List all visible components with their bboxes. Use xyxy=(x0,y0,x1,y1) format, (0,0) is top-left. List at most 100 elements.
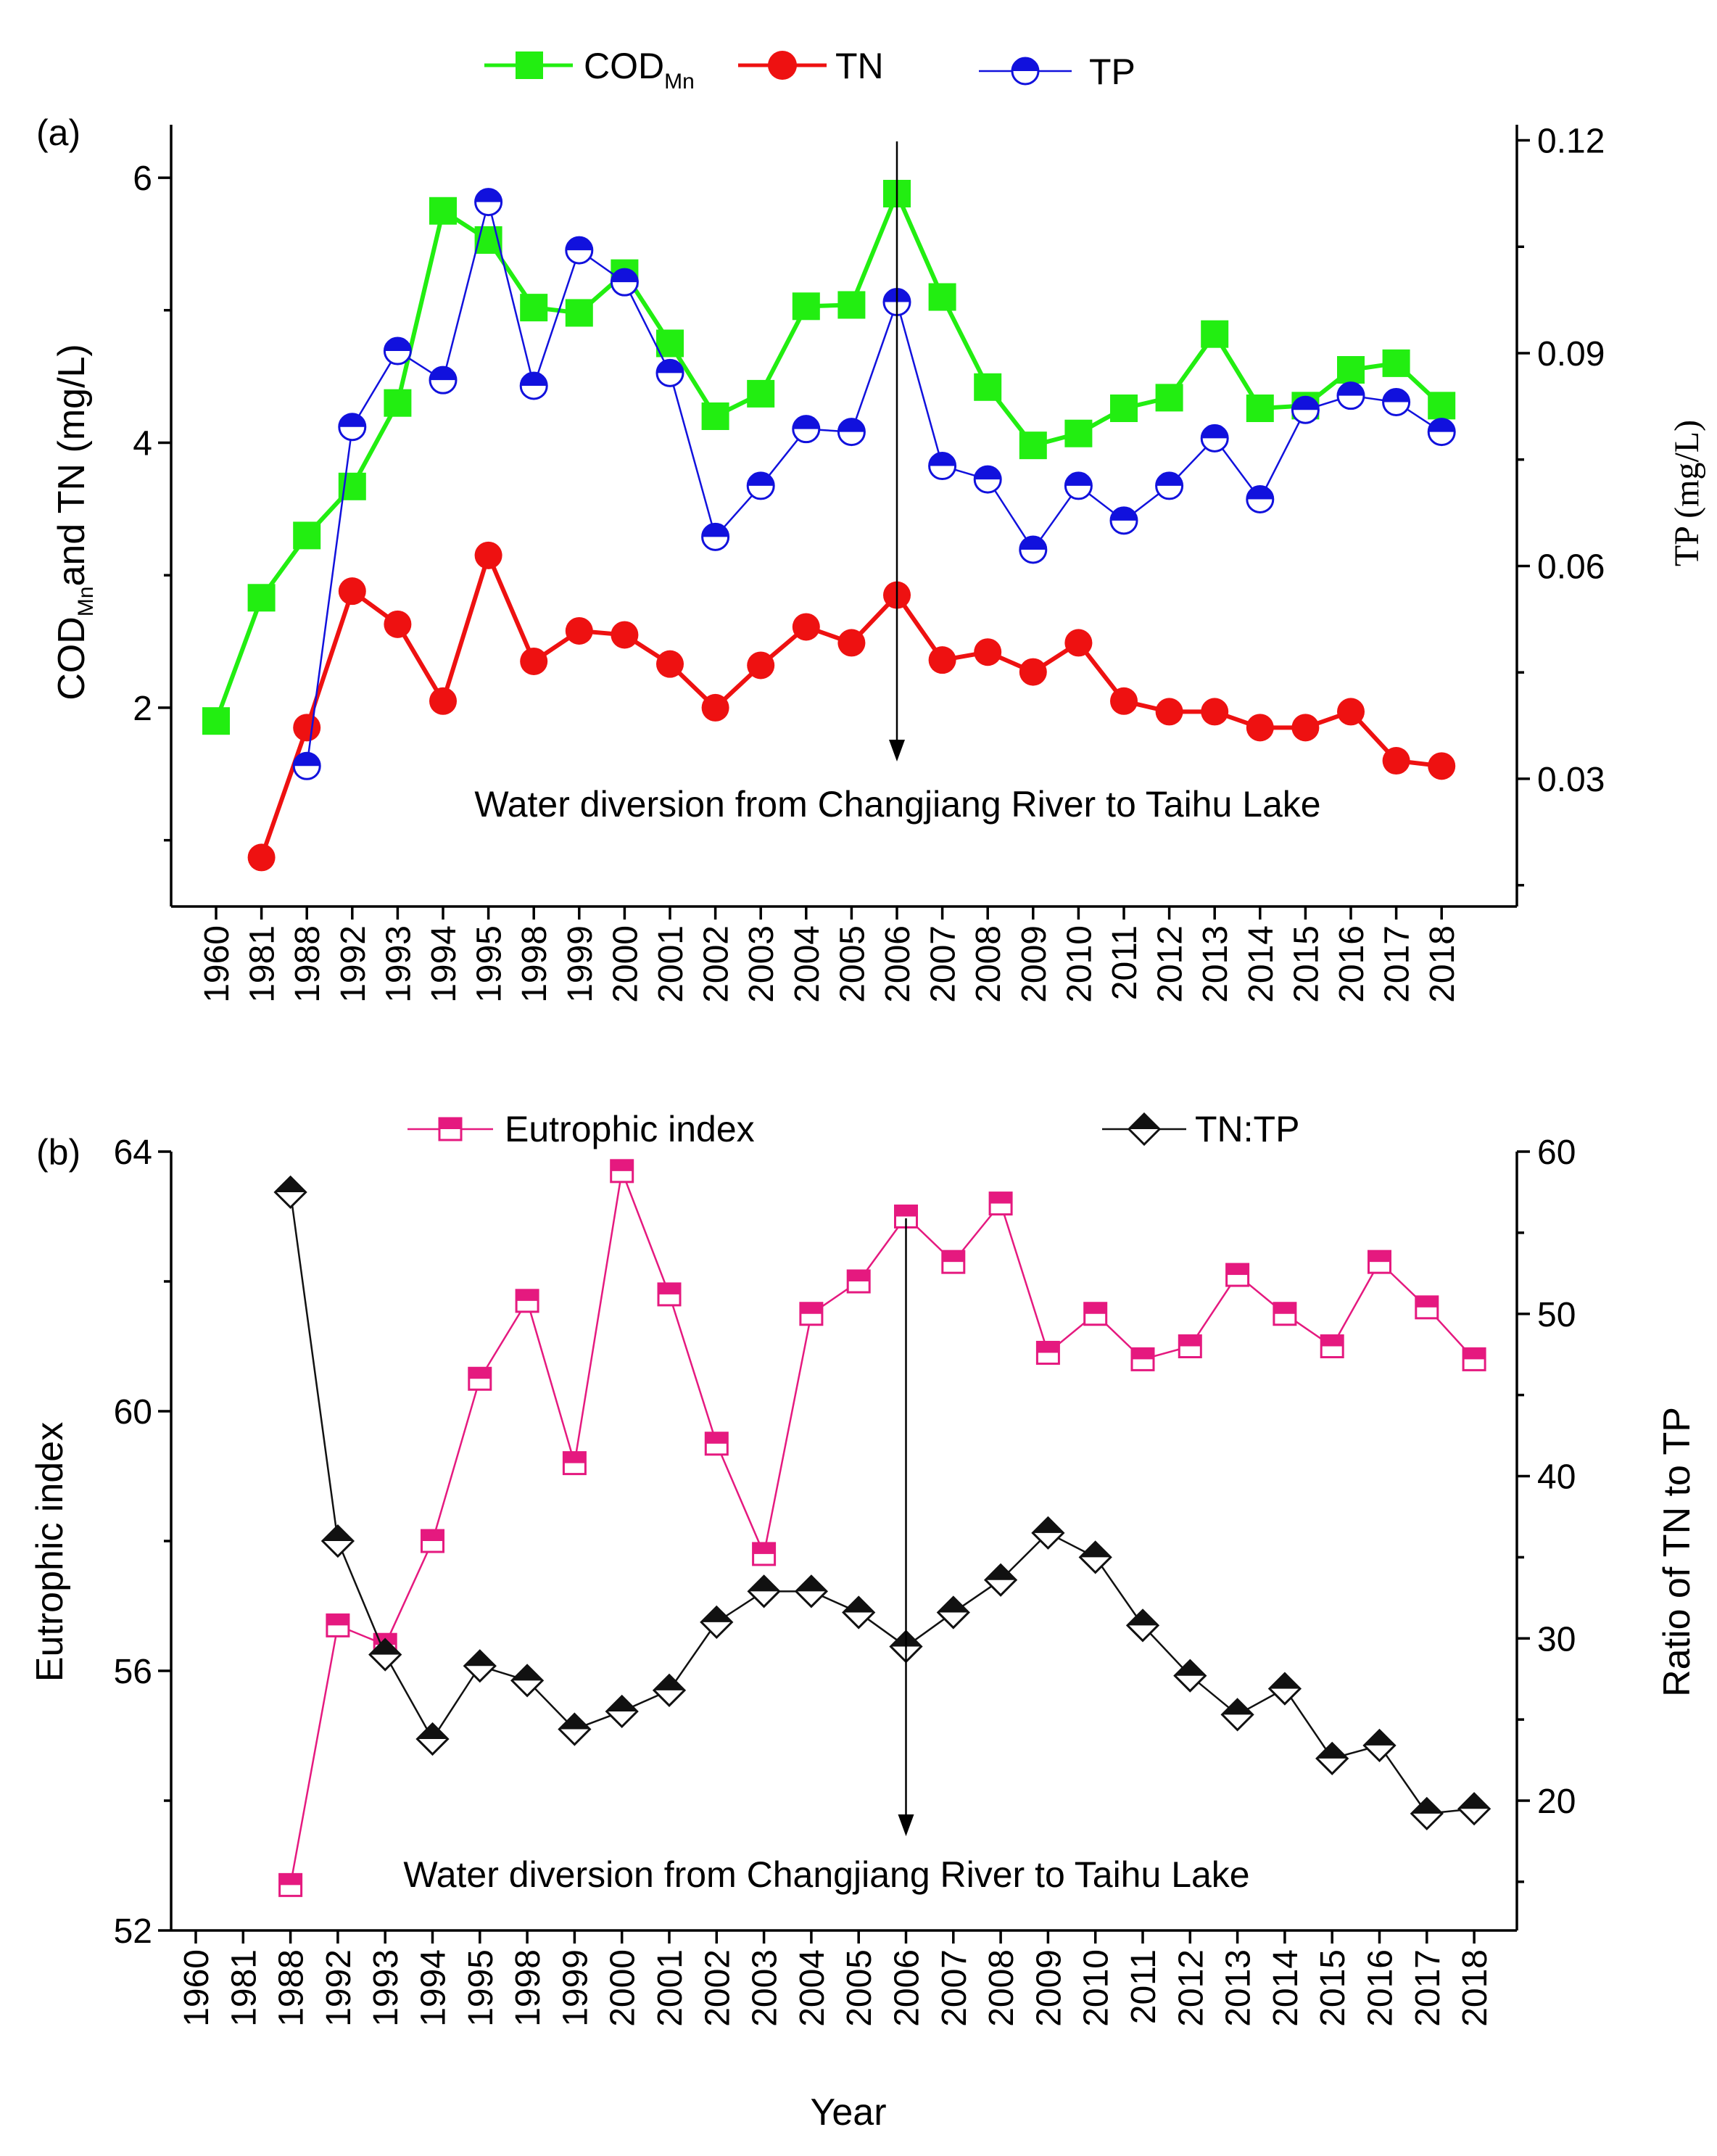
point-tn-tp-1998 xyxy=(510,1664,545,1698)
x-tick-label-2007: 2007 xyxy=(935,1949,974,2027)
point-tn-2018 xyxy=(1428,752,1456,780)
right-tick-label-1: 30 xyxy=(1537,1620,1576,1659)
point-eutrophic-index-1994 xyxy=(421,1529,444,1553)
point-eutrophic-index-1988 xyxy=(278,1872,303,1897)
left-tick-label-3: 64 xyxy=(114,1133,152,1172)
right-tick-label-0: 20 xyxy=(1537,1783,1576,1821)
x-tick-label-2006: 2006 xyxy=(888,1949,927,2027)
legend-tn-marker xyxy=(768,51,797,80)
point-tn-2003 xyxy=(747,651,775,680)
point-tn-2016 xyxy=(1337,698,1365,726)
point-codmn-2009 xyxy=(1019,431,1047,460)
point-eutrophic-index-1992 xyxy=(326,1613,350,1637)
point-codmn-2003 xyxy=(747,379,775,408)
x-tick-label-2005: 2005 xyxy=(840,1949,879,2027)
point-codmn-2008 xyxy=(974,373,1002,401)
point-tn-tp-1999 xyxy=(558,1712,592,1746)
panel-b-legend: Eutrophic index TN:TP xyxy=(407,1109,1299,1149)
point-tp-2014 xyxy=(1246,485,1275,514)
point-eutrophic-index-2003 xyxy=(752,1542,777,1566)
point-tp-2010 xyxy=(1064,471,1093,500)
left-tick-label-0: 2 xyxy=(133,690,152,728)
series-tp xyxy=(292,188,1456,780)
panel-b-annotation-arrowhead xyxy=(898,1814,914,1836)
point-tp-1994 xyxy=(429,365,458,395)
point-tn-1994 xyxy=(429,687,457,715)
point-tn-tp-1995 xyxy=(463,1649,497,1683)
point-tn-2013 xyxy=(1201,698,1229,726)
x-tick-label-2001: 2001 xyxy=(651,1949,690,2027)
point-tp-1999 xyxy=(565,236,594,265)
legend-cod: CODMn xyxy=(484,46,695,94)
panel-a-series xyxy=(202,180,1456,872)
x-tick-label-1992: 1992 xyxy=(334,925,373,1003)
x-tick-label-1981: 1981 xyxy=(244,925,282,1003)
point-eutrophic-index-2010 xyxy=(1083,1302,1108,1326)
point-tn-1981 xyxy=(247,843,276,872)
legend-tntp-label: TN:TP xyxy=(1195,1109,1299,1149)
right-tick-label-0: 0.03 xyxy=(1537,761,1605,799)
point-eutrophic-index-2004 xyxy=(799,1302,824,1326)
point-tn-tp-2016 xyxy=(1362,1728,1397,1763)
point-codmn-2017 xyxy=(1382,349,1410,377)
x-tick-label-1988: 1988 xyxy=(289,925,327,1003)
x-tick-label-2013: 2013 xyxy=(1220,1949,1258,2027)
point-tp-2007 xyxy=(928,452,957,481)
series-line-tp xyxy=(305,201,1442,767)
point-codmn-2005 xyxy=(837,291,866,319)
point-tn-2014 xyxy=(1246,714,1274,742)
panel-b-right-ticks: 20 30 40 50 60 xyxy=(1517,1133,1576,1883)
point-tp-1993 xyxy=(383,336,412,365)
point-tn-tp-1994 xyxy=(415,1722,450,1756)
x-tick-label-1995: 1995 xyxy=(471,925,509,1003)
point-tn-tp-2017 xyxy=(1410,1796,1444,1831)
point-tp-2008 xyxy=(973,465,1002,494)
x-tick-label-1988: 1988 xyxy=(273,1949,311,2027)
point-tp-2012 xyxy=(1155,471,1184,500)
point-tn-2004 xyxy=(792,613,820,641)
x-tick-label-2008: 2008 xyxy=(969,925,1008,1003)
point-eutrophic-index-2008 xyxy=(988,1191,1013,1216)
series-tn-tp xyxy=(273,1175,1491,1831)
left-tick-label-2: 60 xyxy=(114,1393,152,1432)
point-tn-1988 xyxy=(293,714,321,742)
left-tick-label-0: 52 xyxy=(114,1912,152,1951)
point-eutrophic-index-2016 xyxy=(1368,1250,1391,1274)
point-tn-2017 xyxy=(1382,747,1410,775)
point-codmn-1999 xyxy=(565,299,593,327)
legend-tp-label: TP xyxy=(1089,51,1135,92)
point-tp-2001 xyxy=(655,358,684,387)
point-tp-2015 xyxy=(1291,395,1320,424)
panel-b-label: (b) xyxy=(36,1132,80,1173)
x-tick-label-2007: 2007 xyxy=(924,925,963,1003)
x-tick-label-1960: 1960 xyxy=(198,925,236,1003)
right-tick-label-2: 0.09 xyxy=(1537,335,1605,373)
legend-cod-label: CODMn xyxy=(584,46,695,94)
x-tick-label-2005: 2005 xyxy=(833,925,872,1003)
x-tick-label-2003: 2003 xyxy=(746,1949,785,2027)
x-tick-label-1995: 1995 xyxy=(462,1949,500,2027)
panel-a-annotation-arrowhead xyxy=(889,740,905,761)
point-codmn-2010 xyxy=(1064,419,1093,447)
point-tn-tp-2008 xyxy=(983,1563,1018,1597)
point-tp-2003 xyxy=(746,471,775,500)
point-tn-tp-2007 xyxy=(936,1595,970,1630)
x-tick-label-2009: 2009 xyxy=(1030,1949,1068,2027)
series-line-eutrophic-index xyxy=(289,1170,1476,1886)
legend-tntp-marker xyxy=(1127,1112,1162,1147)
point-eutrophic-index-2000 xyxy=(610,1159,634,1184)
panel-a-left-ticks: 2 4 6 xyxy=(133,160,171,842)
x-tick-label-2015: 2015 xyxy=(1287,925,1325,1003)
point-tp-1992 xyxy=(338,413,367,442)
x-tick-label-2004: 2004 xyxy=(788,925,827,1003)
x-tick-label-2012: 2012 xyxy=(1151,925,1190,1003)
x-tick-label-2016: 2016 xyxy=(1333,925,1371,1003)
point-tp-2016 xyxy=(1336,381,1365,410)
panel-b-right-axis-title: Ratio of TN to TP xyxy=(1656,1407,1698,1697)
x-tick-label-2004: 2004 xyxy=(793,1949,832,2027)
x-tick-label-1994: 1994 xyxy=(425,925,463,1003)
point-tn-1998 xyxy=(520,647,548,675)
left-tick-label-1: 56 xyxy=(114,1653,152,1691)
point-tn-2012 xyxy=(1155,698,1183,726)
